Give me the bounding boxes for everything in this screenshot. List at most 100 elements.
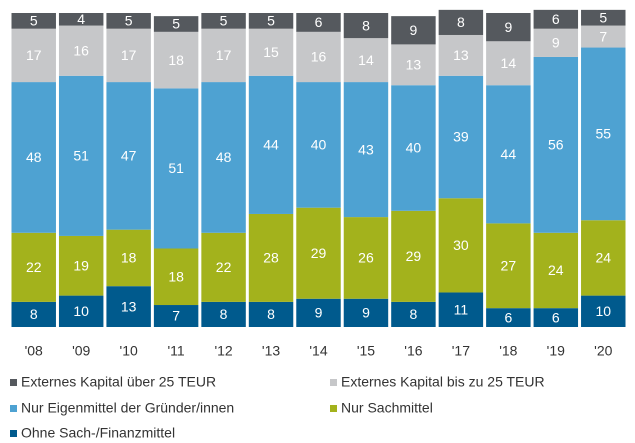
value-label: 14	[358, 52, 374, 68]
legend-swatch	[10, 379, 17, 386]
value-label: 17	[26, 47, 42, 63]
value-label: 17	[216, 47, 232, 63]
value-label: 40	[406, 140, 422, 156]
x-tick-label: '18	[499, 343, 517, 359]
value-label: 29	[311, 245, 327, 261]
bar-segment	[153, 31, 199, 89]
legend-swatch	[330, 405, 337, 412]
legend-label: Nur Eigenmittel der Gründer/innen	[21, 400, 234, 416]
bar-segment	[581, 47, 626, 221]
value-label: 8	[267, 306, 275, 322]
bar-segment	[343, 298, 389, 327]
value-label: 22	[216, 259, 232, 275]
value-label: 28	[263, 250, 279, 266]
value-label: 14	[501, 55, 517, 71]
legend-swatch	[10, 405, 17, 412]
value-label: 15	[263, 44, 279, 60]
x-tick-label: '17	[452, 343, 470, 359]
bar-segment	[343, 217, 389, 299]
bar-segment	[533, 232, 579, 309]
legend-swatch	[330, 379, 337, 386]
legend-label: Externes Kapital bis zu 25 TEUR	[341, 374, 545, 390]
bar-segment	[391, 44, 436, 86]
value-label: 44	[263, 137, 279, 153]
x-tick-label: '16	[404, 343, 422, 359]
bar-segment	[581, 220, 626, 296]
bar-segment	[296, 298, 341, 327]
value-label: 5	[599, 9, 607, 25]
value-label: 6	[315, 14, 323, 30]
bar-segment	[486, 85, 531, 224]
bar-segment	[533, 9, 579, 29]
bar-segment	[581, 9, 626, 26]
value-label: 9	[362, 305, 370, 321]
x-tick-label: '14	[309, 343, 327, 359]
value-label: 47	[121, 148, 137, 164]
bar-segment	[201, 301, 246, 327]
legend-label: Externes Kapital über 25 TEUR	[21, 374, 216, 390]
value-label: 13	[121, 298, 137, 314]
bar-segment	[438, 9, 484, 35]
value-label: 18	[121, 250, 137, 266]
bar-segment	[391, 16, 436, 45]
value-label: 5	[220, 13, 228, 29]
value-label: 10	[73, 303, 89, 319]
bar-segment	[438, 34, 484, 76]
bar-segment	[438, 198, 484, 293]
bar-segment	[486, 13, 531, 42]
value-label: 39	[453, 129, 469, 145]
value-label: 51	[73, 148, 89, 164]
value-label: 30	[453, 237, 469, 253]
value-label: 5	[172, 16, 180, 32]
bar-segment	[391, 210, 436, 302]
bar-segment	[438, 292, 484, 327]
value-label: 24	[548, 262, 564, 278]
value-label: 6	[552, 309, 560, 325]
bar-segment	[11, 301, 56, 327]
bar-segment	[201, 13, 246, 29]
value-label: 9	[315, 305, 323, 321]
x-tick-label: '20	[594, 343, 612, 359]
bar-segment	[153, 16, 199, 32]
bar-segment	[58, 295, 104, 327]
x-tick-label: '12	[214, 343, 232, 359]
value-label: 8	[220, 306, 228, 322]
bar-segment	[486, 308, 531, 327]
value-label: 18	[168, 52, 184, 68]
bar-segment	[11, 82, 56, 233]
x-tick-label: '10	[120, 343, 138, 359]
bar-segment	[248, 213, 294, 302]
value-label: 8	[362, 17, 370, 33]
bar-segment	[533, 56, 579, 233]
value-label: 43	[358, 141, 374, 157]
value-label: 44	[501, 146, 517, 162]
bar-segment	[296, 207, 341, 299]
x-tick-label: '08	[25, 343, 43, 359]
value-label: 24	[595, 250, 611, 266]
bar-segment	[248, 28, 294, 76]
bar-segment	[11, 13, 56, 29]
bar-segment	[486, 223, 531, 309]
value-label: 7	[172, 308, 180, 324]
bar-segment	[153, 248, 199, 306]
bar-segment	[248, 301, 294, 327]
bar-segment	[581, 295, 626, 327]
value-label: 29	[406, 248, 422, 264]
x-tick-label: '13	[262, 343, 280, 359]
x-tick-label: '11	[168, 343, 185, 359]
value-label: 56	[548, 137, 564, 153]
value-label: 6	[504, 309, 512, 325]
value-label: 17	[121, 47, 137, 63]
bar-segment	[106, 229, 151, 287]
value-label: 7	[599, 28, 607, 44]
value-label: 27	[501, 257, 517, 273]
bar-segment	[438, 75, 484, 199]
bar-segment	[296, 13, 341, 32]
value-label: 19	[73, 257, 89, 273]
bar-segment	[58, 25, 104, 76]
value-label: 18	[168, 268, 184, 284]
bar-segment	[11, 232, 56, 302]
bar-segment	[248, 13, 294, 29]
x-tick-label: '15	[357, 343, 375, 359]
bar-segment	[201, 232, 246, 302]
